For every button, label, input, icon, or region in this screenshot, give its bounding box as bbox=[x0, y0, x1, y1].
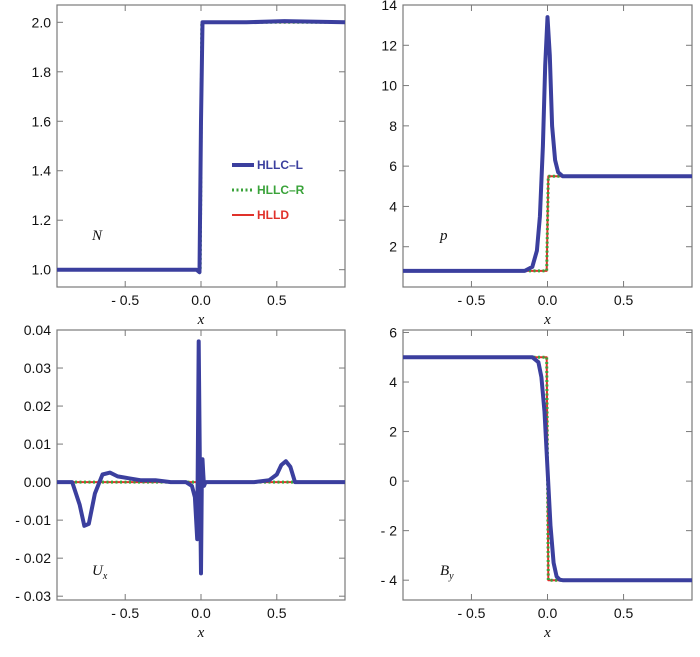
y-tick-label: 6 bbox=[389, 324, 397, 340]
panel-0: 1.0 1.2 1.4 1.6 1.8 2.0 - 0.5 0.0 0.5 x N bbox=[32, 4, 346, 328]
y-tick-label: - 0.02 bbox=[15, 550, 51, 566]
panel-3: - 4 - 2 0 2 4 6 - 0.5 0.0 0.5 x By bbox=[381, 324, 693, 641]
x-axis-label: x bbox=[543, 312, 551, 328]
y-tick-label: 0.02 bbox=[24, 398, 51, 414]
y-tick-label: - 0.03 bbox=[15, 588, 51, 604]
y-tick-label: 1.6 bbox=[32, 113, 52, 129]
panel-label: N bbox=[91, 228, 103, 244]
x-tick-label: - 0.5 bbox=[457, 605, 485, 621]
y-tick-label: - 2 bbox=[381, 523, 398, 539]
y-tick-label: 2 bbox=[389, 424, 397, 440]
series-line-hllc-l bbox=[57, 339, 345, 576]
y-tick-label: 0.04 bbox=[24, 322, 51, 338]
y-tick-label: 4 bbox=[389, 198, 397, 214]
x-axis-label: x bbox=[197, 312, 205, 328]
y-tick-label: 14 bbox=[381, 0, 397, 13]
y-tick-label: 0.03 bbox=[24, 360, 51, 376]
panel-label-subscript: x bbox=[102, 571, 108, 582]
panel-1: 2 4 6 8 10 12 14 - 0.5 0.0 0.5 x p bbox=[381, 0, 693, 328]
series-group bbox=[403, 355, 692, 583]
y-tick-label: 8 bbox=[389, 118, 397, 134]
legend-item: HLLC–R bbox=[232, 183, 305, 197]
legend-item: HLLC–L bbox=[232, 158, 303, 172]
series-group bbox=[57, 19, 345, 275]
y-tick-label: 0.01 bbox=[24, 436, 51, 452]
legend-label: HLLC–L bbox=[257, 158, 303, 172]
legend-label: HLLC–R bbox=[257, 183, 305, 197]
x-axis-label: x bbox=[543, 625, 551, 641]
x-tick-label: 0.0 bbox=[191, 605, 211, 621]
series-line-hllc-l bbox=[403, 15, 692, 273]
y-tick-label: 12 bbox=[381, 37, 397, 53]
series-group bbox=[57, 339, 345, 576]
x-tick-label: 0.5 bbox=[614, 605, 634, 621]
panel-label-subscript: y bbox=[448, 571, 454, 582]
y-tick-label: 1.0 bbox=[32, 262, 52, 278]
y-tick-label: 2.0 bbox=[32, 14, 52, 30]
y-tick-label: 1.2 bbox=[32, 212, 52, 228]
y-tick-label: - 0.01 bbox=[15, 512, 51, 528]
y-tick-label: 1.4 bbox=[32, 163, 52, 179]
series-line-hllc-l bbox=[403, 355, 692, 583]
legend: HLLC–L HLLC–R HLLD bbox=[232, 158, 305, 222]
x-tick-label: 0.0 bbox=[538, 292, 558, 308]
legend-item: HLLD bbox=[232, 208, 289, 222]
panel-label: By bbox=[440, 563, 454, 582]
x-tick-label: 0.0 bbox=[538, 605, 558, 621]
y-tick-label: 0.00 bbox=[24, 474, 51, 490]
y-tick-label: 4 bbox=[389, 374, 397, 390]
x-tick-label: 0.5 bbox=[267, 605, 287, 621]
y-tick-label: 10 bbox=[381, 78, 397, 94]
panel-label: Ux bbox=[92, 563, 108, 582]
x-tick-label: - 0.5 bbox=[111, 605, 139, 621]
panel-2: - 0.03 - 0.02 - 0.01 0.00 0.01 0.02 0.03 0.04 - … bbox=[15, 322, 346, 641]
y-tick-label: 2 bbox=[389, 239, 397, 255]
y-tick-label: 0 bbox=[389, 473, 397, 489]
x-tick-label: 0.5 bbox=[267, 292, 287, 308]
legend-label: HLLD bbox=[257, 208, 289, 222]
series-line-hllc-l bbox=[57, 19, 345, 275]
x-tick-label: 0.0 bbox=[191, 292, 211, 308]
series-group bbox=[403, 15, 692, 273]
x-tick-label: - 0.5 bbox=[111, 292, 139, 308]
panel-label: p bbox=[439, 228, 448, 244]
y-tick-label: 1.8 bbox=[32, 64, 52, 80]
y-tick-label: - 4 bbox=[381, 572, 398, 588]
x-tick-label: 0.5 bbox=[614, 292, 634, 308]
y-tick-label: 6 bbox=[389, 158, 397, 174]
x-tick-label: - 0.5 bbox=[457, 292, 485, 308]
x-axis-label: x bbox=[197, 625, 205, 641]
